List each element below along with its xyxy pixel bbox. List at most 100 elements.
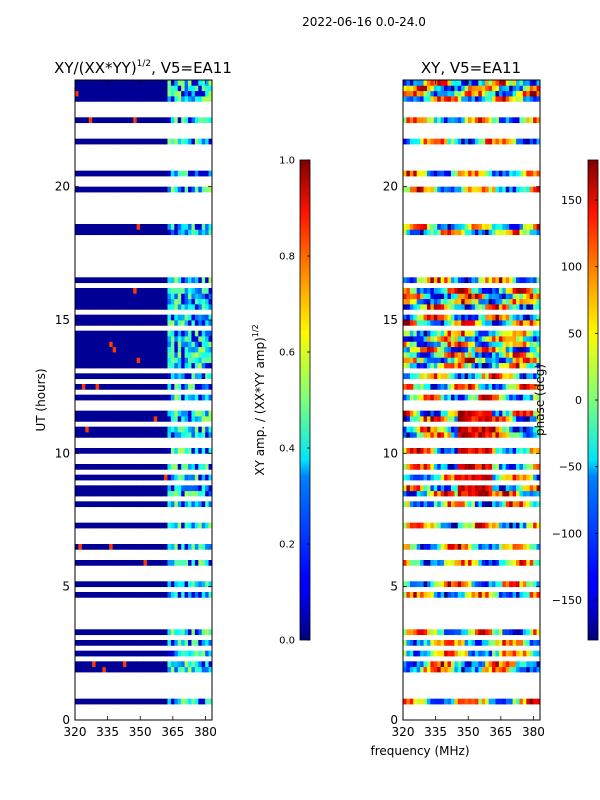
heatmap-cell: [129, 314, 134, 321]
heatmap-cell: [205, 394, 209, 401]
heatmap-cell: [146, 485, 151, 492]
heatmap-cell: [181, 186, 185, 193]
heatmap-cell: [420, 426, 424, 433]
heatmap-cell: [461, 96, 466, 102]
heatmap-cell: [92, 581, 96, 588]
heatmap-cell: [170, 346, 175, 353]
heatmap-cell: [457, 170, 462, 177]
heatmap-cell: [471, 277, 476, 284]
heatmap-cell: [536, 352, 540, 358]
heatmap-cell: [146, 394, 151, 401]
heatmap-cell: [437, 138, 442, 145]
heatmap-cell: [136, 96, 141, 102]
heatmap-cell: [95, 592, 100, 598]
heatmap-cell: [533, 186, 537, 193]
heatmap-cell: [416, 592, 421, 598]
heatmap-cell: [105, 336, 110, 342]
heatmap-cell: [529, 229, 534, 236]
heatmap-cell: [492, 373, 496, 380]
heatmap-cell: [471, 362, 476, 369]
heatmap-cell: [92, 277, 96, 284]
heatmap-cell: [478, 661, 483, 668]
heatmap-cell: [205, 522, 209, 529]
heatmap-cell: [464, 544, 469, 550]
heatmap-cell: [198, 544, 203, 550]
heatmap-cell: [533, 96, 537, 102]
heatmap-cell: [447, 85, 452, 92]
heatmap-cell: [495, 629, 500, 636]
heatmap-cell: [198, 96, 203, 102]
heatmap-cell: [119, 138, 124, 145]
amplitude-plot-frame: [74, 79, 213, 721]
heatmap-cell: [447, 336, 452, 342]
heatmap-cell: [116, 96, 120, 102]
heatmap-cell: [78, 373, 83, 380]
heatmap-cell: [502, 581, 507, 588]
heatmap-cell: [481, 464, 486, 470]
heatmap-cell: [512, 293, 517, 300]
heatmap-cell: [433, 432, 438, 438]
heatmap-cell: [509, 410, 513, 417]
heatmap-cell: [98, 373, 103, 380]
heatmap-cell: [481, 138, 486, 145]
heatmap-cell: [153, 416, 158, 422]
heatmap-cell: [403, 170, 407, 177]
heatmap-cell: [140, 138, 144, 145]
heatmap-cell: [78, 80, 83, 86]
heatmap-cell: [157, 336, 162, 342]
heatmap-cell: [478, 117, 483, 124]
heatmap-cell: [471, 229, 476, 236]
heatmap-cell: [133, 474, 138, 481]
heatmap-cell: [474, 336, 479, 342]
x-tick-label: 350: [457, 725, 480, 739]
heatmap-cell: [471, 90, 476, 97]
heatmap-cell: [423, 416, 428, 422]
heatmap-cell: [416, 666, 421, 673]
heatmap-cell: [170, 490, 175, 497]
heatmap-cell: [119, 117, 124, 124]
heatmap-cell: [505, 560, 510, 566]
heatmap-cell: [423, 474, 428, 481]
heatmap-cell: [126, 224, 131, 230]
heatmap-cell: [198, 426, 203, 433]
heatmap-cell: [109, 394, 114, 401]
heatmap-cell: [105, 186, 110, 193]
heatmap-cell: [140, 698, 144, 705]
heatmap-cell: [136, 330, 141, 337]
heatmap-cell: [444, 80, 448, 86]
heatmap-cell: [98, 304, 103, 310]
heatmap-cell: [416, 560, 421, 566]
heatmap-cell: [153, 448, 158, 454]
heatmap-cell: [170, 581, 175, 588]
heatmap-cell: [536, 416, 540, 422]
heatmap-cell: [426, 357, 431, 364]
heatmap-cell: [468, 474, 472, 481]
heatmap-cell: [194, 352, 199, 358]
heatmap-cell: [81, 336, 86, 342]
heatmap-cell: [440, 288, 445, 294]
heatmap-cell: [75, 394, 79, 401]
heatmap-cell: [406, 474, 411, 481]
heatmap-cell: [440, 501, 445, 508]
heatmap-cell: [143, 501, 148, 508]
heatmap-cell: [461, 432, 466, 438]
heatmap-cell: [85, 320, 90, 326]
heatmap-cell: [481, 432, 486, 438]
heatmap-cell: [140, 346, 144, 353]
heatmap-cell: [167, 304, 172, 310]
heatmap-cell: [471, 394, 476, 401]
heatmap-cell: [471, 592, 476, 598]
heatmap-cell: [140, 522, 144, 529]
heatmap-cell: [81, 314, 86, 321]
heatmap-cell: [157, 170, 162, 177]
heatmap-cell: [160, 117, 165, 124]
heatmap-cell: [403, 650, 407, 657]
heatmap-cell: [416, 522, 421, 529]
heatmap-cell: [102, 629, 107, 636]
heatmap-cell: [406, 560, 411, 566]
heatmap-cell: [522, 330, 527, 337]
heatmap-cell: [153, 522, 158, 529]
heatmap-cell: [433, 426, 438, 433]
heatmap-cell: [464, 362, 469, 369]
heatmap-cell: [536, 138, 540, 145]
